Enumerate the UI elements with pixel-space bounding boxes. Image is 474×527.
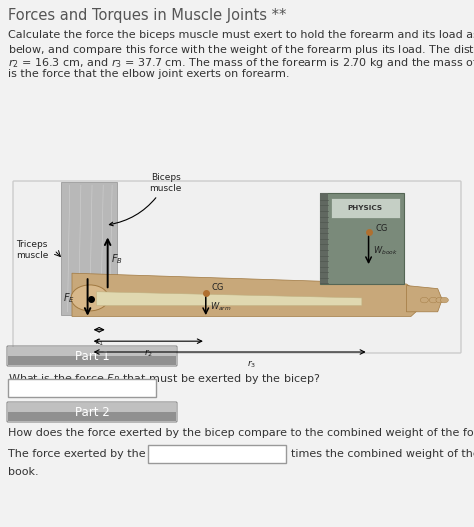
FancyBboxPatch shape: [8, 403, 176, 412]
FancyBboxPatch shape: [13, 181, 461, 353]
Text: $r_3$: $r_3$: [247, 359, 256, 370]
FancyBboxPatch shape: [319, 193, 404, 284]
Text: $r_2$ = 16.3 cm, and $r_3$ = 37.7 cm. The mass of the forearm is 2.70 kg and the: $r_2$ = 16.3 cm, and $r_3$ = 37.7 cm. Th…: [8, 56, 474, 70]
FancyBboxPatch shape: [319, 193, 328, 284]
Text: $W_{book}$: $W_{book}$: [373, 245, 398, 257]
Text: is the force that the elbow joint exerts on forearm.: is the force that the elbow joint exerts…: [8, 69, 290, 79]
Text: CG: CG: [375, 224, 388, 233]
Text: Part 1: Part 1: [74, 349, 109, 363]
Text: times the combined weight of the forearm and: times the combined weight of the forearm…: [291, 449, 474, 459]
Polygon shape: [407, 286, 442, 312]
Circle shape: [71, 285, 109, 311]
Text: Biceps
muscle: Biceps muscle: [109, 173, 182, 226]
FancyBboxPatch shape: [148, 445, 286, 463]
Text: $F_B$: $F_B$: [111, 252, 123, 266]
Text: Triceps
muscle: Triceps muscle: [16, 240, 49, 260]
FancyBboxPatch shape: [8, 356, 176, 365]
Circle shape: [420, 297, 428, 303]
Text: $F_E$: $F_E$: [63, 291, 75, 305]
Text: What is the force $F_B$ that must be exerted by the bicep?: What is the force $F_B$ that must be exe…: [8, 372, 320, 386]
Polygon shape: [72, 273, 424, 316]
Text: Part 2: Part 2: [74, 405, 109, 418]
Text: below, and compare this force with the weight of the forearm plus its load. The : below, and compare this force with the w…: [8, 43, 474, 57]
Text: The force exerted by the bicep is: The force exerted by the bicep is: [8, 449, 191, 459]
FancyBboxPatch shape: [331, 198, 400, 218]
Text: PHYSICS: PHYSICS: [347, 204, 383, 211]
Text: $r_1$: $r_1$: [95, 337, 104, 348]
Polygon shape: [61, 182, 117, 315]
FancyBboxPatch shape: [8, 412, 176, 421]
Text: Calculate the force the biceps muscle must exert to hold the forearm and its loa: Calculate the force the biceps muscle mu…: [8, 30, 474, 40]
Polygon shape: [97, 292, 362, 306]
FancyBboxPatch shape: [8, 379, 156, 397]
Circle shape: [429, 297, 437, 303]
Circle shape: [436, 297, 444, 303]
Circle shape: [440, 297, 448, 303]
Text: $W_{arm}$: $W_{arm}$: [210, 300, 232, 313]
Text: $r_2$: $r_2$: [144, 348, 153, 359]
Text: CG: CG: [211, 283, 224, 292]
Text: book.: book.: [8, 467, 38, 477]
Text: Forces and Torques in Muscle Joints **: Forces and Torques in Muscle Joints **: [8, 8, 286, 23]
FancyBboxPatch shape: [8, 347, 176, 356]
Text: How does the force exerted by the bicep compare to the combined weight of the fo: How does the force exerted by the bicep …: [8, 428, 474, 438]
